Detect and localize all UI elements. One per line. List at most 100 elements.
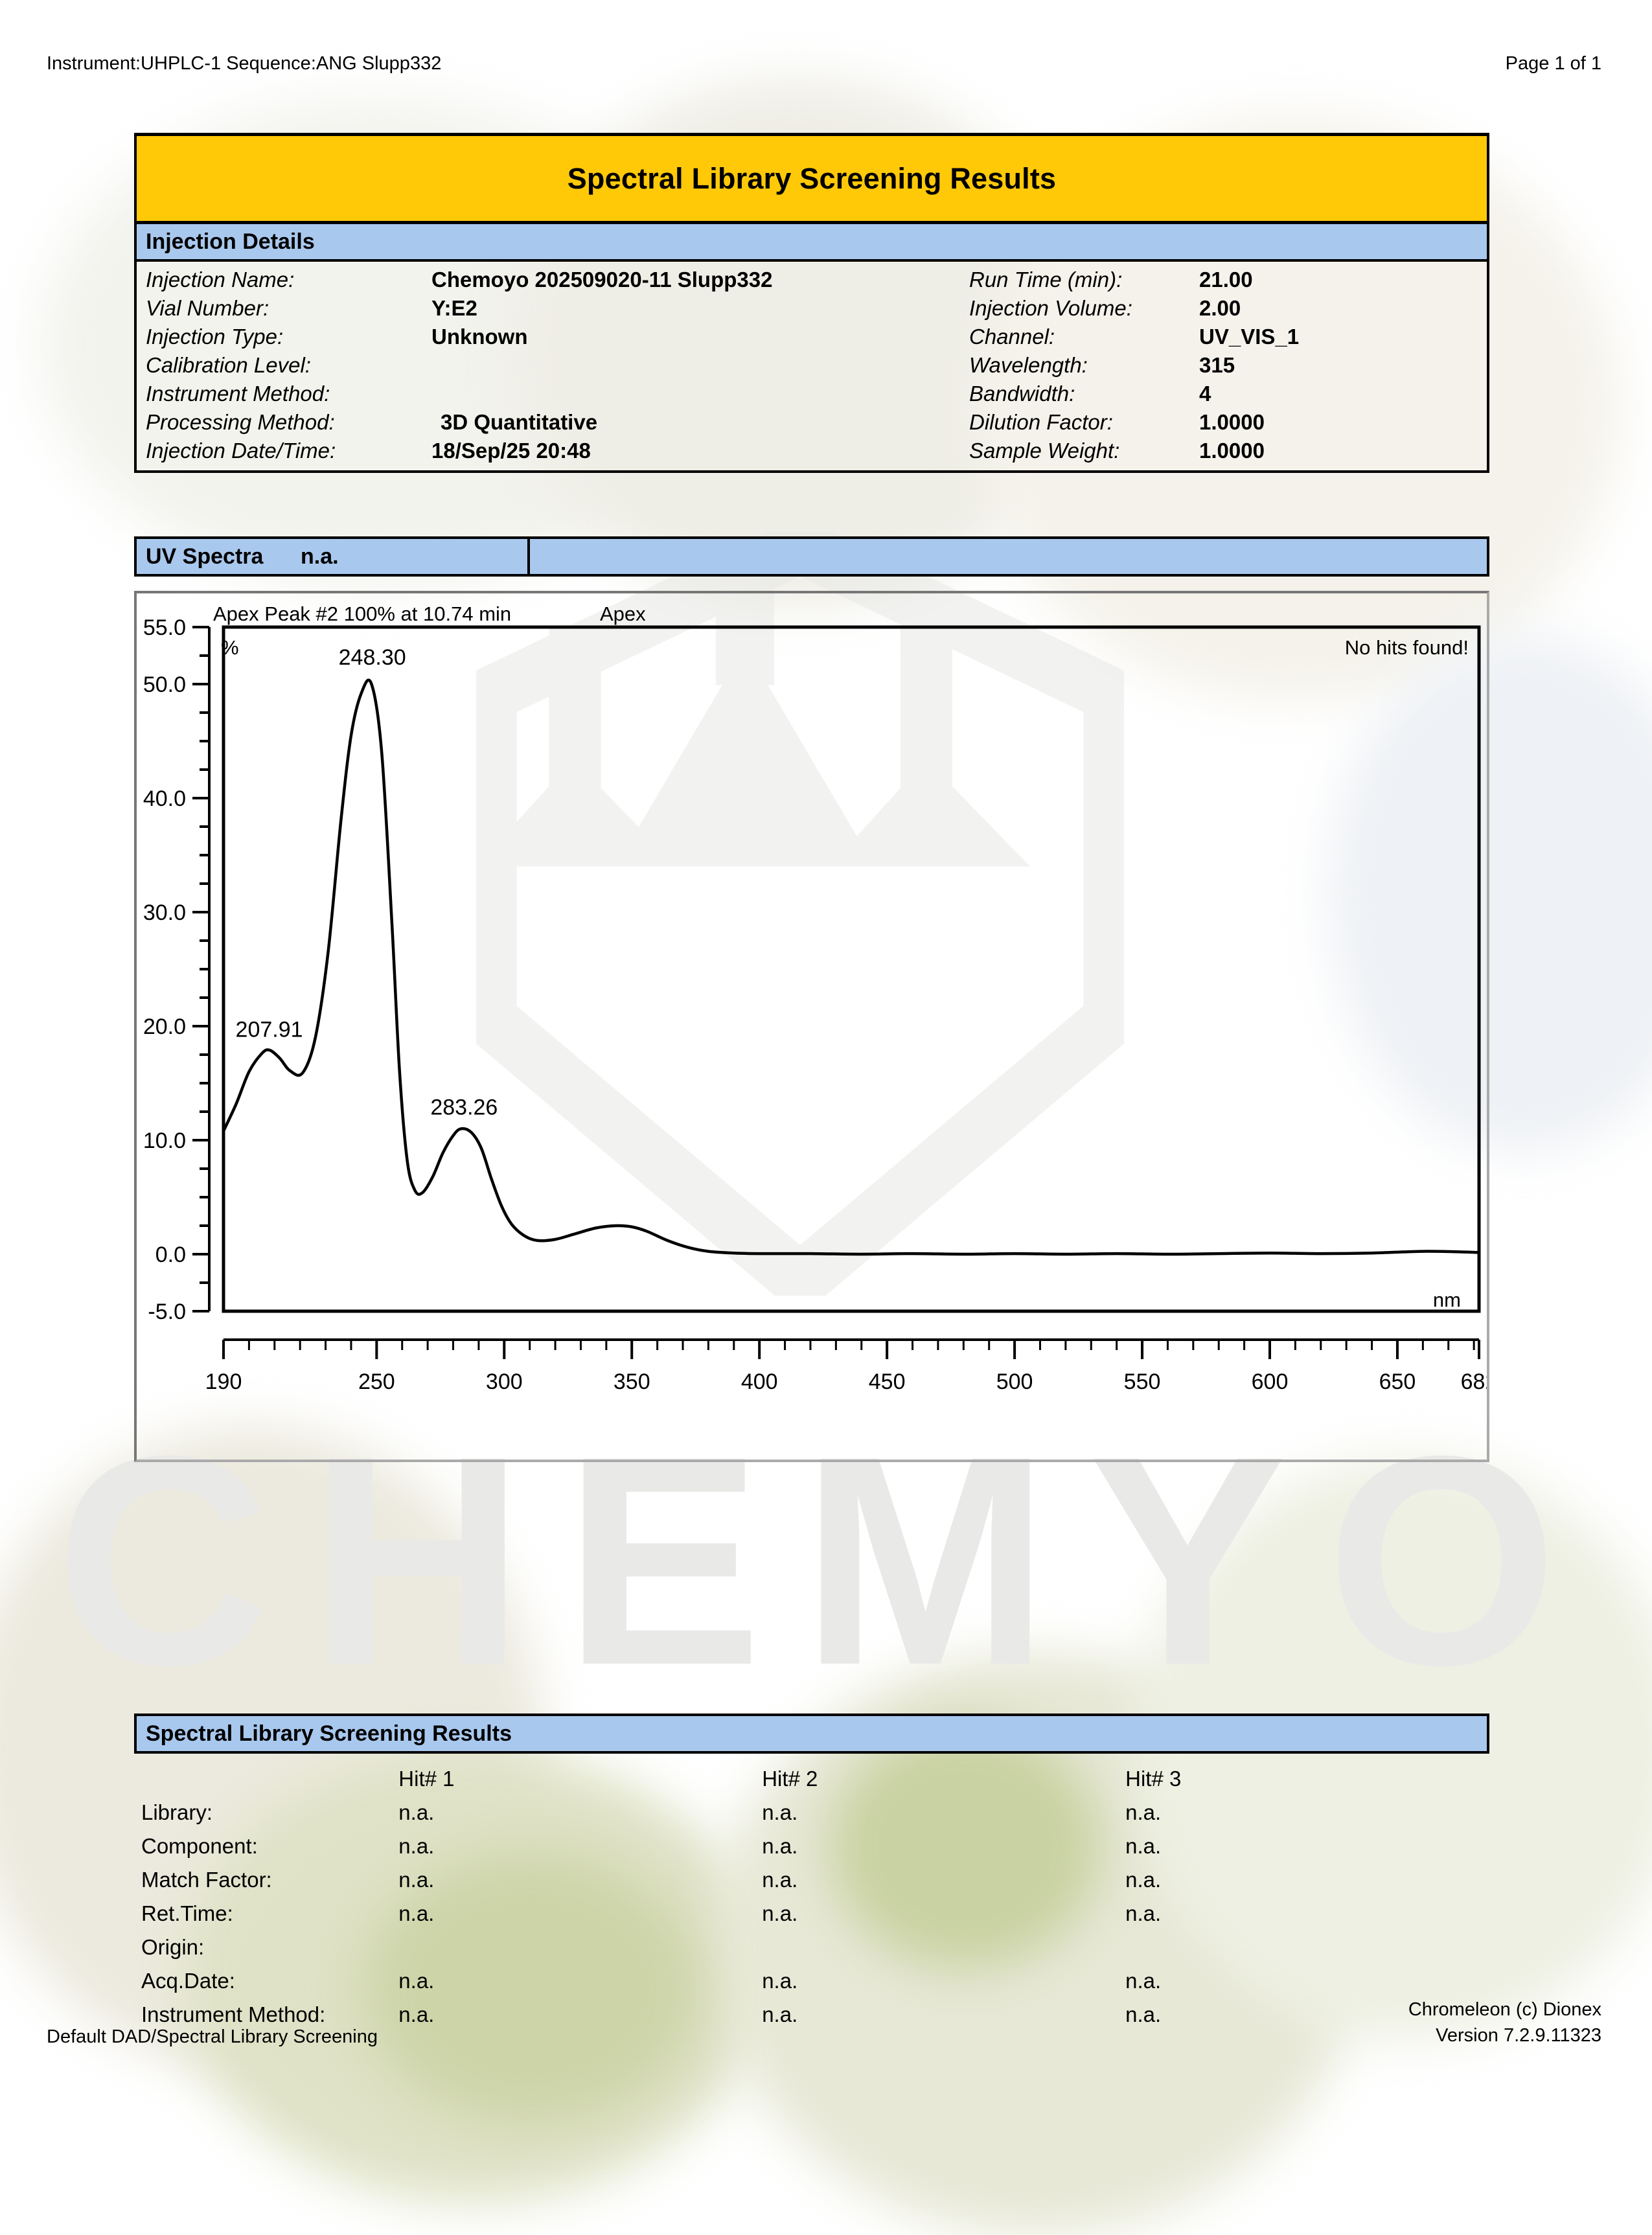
svg-text:55.0: 55.0 <box>143 615 186 640</box>
cell-component-hit3: n.a. <box>1125 1834 1162 1858</box>
table-row: Injection Name: Chemoyo 202509020-11 Slu… <box>137 266 1487 294</box>
svg-text:400: 400 <box>741 1370 778 1394</box>
svg-text:550: 550 <box>1124 1370 1161 1394</box>
svg-text:-5.0: -5.0 <box>148 1300 186 1324</box>
field-value-run-time: 21.00 <box>1199 268 1253 292</box>
field-value-vial-number: Y:E2 <box>431 296 477 320</box>
field-value-dilution-factor: 1.0000 <box>1199 410 1265 434</box>
footer-software-name: Chromeleon (c) Dionex <box>1408 1999 1601 2020</box>
cell-match-factor-hit1: n.a. <box>398 1868 435 1892</box>
field-value-channel: UV_VIS_1 <box>1199 325 1300 349</box>
table-row: Origin: <box>141 1931 1489 1964</box>
table-row: Ret.Time: n.a. n.a. n.a. <box>141 1897 1489 1931</box>
injection-details-label: Injection Details <box>146 229 315 254</box>
column-header-hit-1: Hit# 1 <box>398 1767 455 1791</box>
svg-text:450: 450 <box>869 1370 906 1394</box>
uv-spectrum-chart: 55.0 50.0 40.0 30.0 20.0 10.0 0.0 -5.0 190 250 300… <box>134 591 1498 1462</box>
svg-text:500: 500 <box>996 1370 1033 1394</box>
svg-text:0.0: 0.0 <box>155 1243 186 1267</box>
chart-ylabel-percent: % <box>221 636 239 659</box>
row-label-instrument-method: Instrument Method: <box>141 2002 326 2026</box>
screening-results-label: Spectral Library Screening Results <box>146 1721 512 1746</box>
cell-ret-time-hit1: n.a. <box>398 1901 435 1925</box>
uv-spectra-value: n.a. <box>301 544 339 569</box>
table-row: Acq.Date: n.a. n.a. n.a. <box>141 1964 1489 1998</box>
field-label-wavelength: Wavelength: <box>969 353 1088 377</box>
uv-spectra-label: UV Spectra <box>146 544 264 569</box>
row-label-component: Component: <box>141 1834 258 1858</box>
svg-text:20.0: 20.0 <box>143 1014 186 1039</box>
chart-title-apex-peak: Apex Peak #2 100% at 10.74 min <box>213 602 512 625</box>
field-label-vial-number: Vial Number: <box>146 296 270 320</box>
spectrum-plot-svg: 55.0 50.0 40.0 30.0 20.0 10.0 0.0 -5.0 190 250 300… <box>143 615 1498 1394</box>
row-label-ret-time: Ret.Time: <box>141 1901 233 1925</box>
chart-no-hits-text: No hits found! <box>1344 636 1469 659</box>
svg-text:283.26: 283.26 <box>430 1095 498 1119</box>
table-row: Injection Date/Time: 18/Sep/25 20:48 Sam… <box>137 437 1487 465</box>
svg-text:50.0: 50.0 <box>143 672 186 697</box>
field-value-injection-datetime: 18/Sep/25 20:48 <box>431 439 591 463</box>
field-label-bandwidth: Bandwidth: <box>969 382 1075 406</box>
table-row: Component: n.a. n.a. n.a. <box>141 1829 1489 1863</box>
field-value-bandwidth: 4 <box>1199 382 1211 406</box>
cell-ret-time-hit3: n.a. <box>1125 1901 1162 1925</box>
svg-text:600: 600 <box>1252 1370 1289 1394</box>
table-header-row: Hit# 1 Hit# 2 Hit# 3 <box>141 1762 1489 1796</box>
cell-acq-date-hit3: n.a. <box>1125 1969 1162 1993</box>
table-row: Match Factor: n.a. n.a. n.a. <box>141 1863 1489 1897</box>
svg-text:350: 350 <box>614 1370 650 1394</box>
table-row: Instrument Method: Bandwidth: 4 <box>137 380 1487 408</box>
footer-report-name: Default DAD/Spectral Library Screening <box>47 2026 378 2047</box>
svg-text:650: 650 <box>1379 1370 1416 1394</box>
field-label-calibration-level: Calibration Level: <box>146 353 311 377</box>
row-label-origin: Origin: <box>141 1935 205 1959</box>
table-row: Injection Type: Unknown Channel: UV_VIS_… <box>137 323 1487 351</box>
table-row: Library: n.a. n.a. n.a. <box>141 1796 1489 1829</box>
cell-library-hit3: n.a. <box>1125 1800 1162 1824</box>
table-row: Calibration Level: Wavelength: 315 <box>137 351 1487 380</box>
field-label-sample-weight: Sample Weight: <box>969 439 1120 463</box>
cell-ret-time-hit2: n.a. <box>762 1901 798 1925</box>
field-value-injection-type: Unknown <box>431 325 528 349</box>
field-value-sample-weight: 1.0000 <box>1199 439 1265 463</box>
table-row: Vial Number: Y:E2 Injection Volume: 2.00 <box>137 294 1487 323</box>
svg-text:10.0: 10.0 <box>143 1129 186 1153</box>
cell-instrument-method-hit1: n.a. <box>398 2002 435 2026</box>
field-value-processing-method: 3D Quantitative <box>441 410 598 434</box>
field-label-instrument-method: Instrument Method: <box>146 382 330 406</box>
report-block: Spectral Library Screening Results Injec… <box>134 133 1489 473</box>
svg-text:250: 250 <box>358 1370 395 1394</box>
field-label-injection-type: Injection Type: <box>146 325 284 349</box>
field-label-dilution-factor: Dilution Factor: <box>969 410 1113 434</box>
svg-text:300: 300 <box>486 1370 523 1394</box>
row-label-library: Library: <box>141 1800 213 1824</box>
injection-details-header: Injection Details <box>134 224 1489 262</box>
field-label-injection-name: Injection Name: <box>146 268 295 292</box>
svg-text:30.0: 30.0 <box>143 900 186 925</box>
cell-match-factor-hit2: n.a. <box>762 1868 798 1892</box>
cell-component-hit2: n.a. <box>762 1834 798 1858</box>
screening-results-header: Spectral Library Screening Results <box>134 1714 1489 1754</box>
cell-instrument-method-hit2: n.a. <box>762 2002 798 2026</box>
field-label-run-time: Run Time (min): <box>969 268 1123 292</box>
cell-library-hit2: n.a. <box>762 1800 798 1824</box>
row-label-acq-date: Acq.Date: <box>141 1969 235 1993</box>
chart-xlabel-nm: nm <box>1432 1289 1461 1311</box>
svg-text:190: 190 <box>205 1370 242 1394</box>
field-value-injection-name: Chemoyo 202509020-11 Slupp332 <box>431 268 773 292</box>
chart-annotation-apex: Apex <box>600 602 646 625</box>
column-header-hit-2: Hit# 2 <box>762 1767 818 1791</box>
svg-text:207.91: 207.91 <box>236 1018 303 1042</box>
svg-text:248.30: 248.30 <box>339 645 406 670</box>
cell-library-hit1: n.a. <box>398 1800 435 1824</box>
field-label-processing-method: Processing Method: <box>146 410 335 434</box>
cell-component-hit1: n.a. <box>398 1834 435 1858</box>
field-label-channel: Channel: <box>969 325 1055 349</box>
svg-text:682: 682 <box>1461 1370 1487 1394</box>
column-header-hit-3: Hit# 3 <box>1125 1767 1182 1791</box>
screening-results-table: Hit# 1 Hit# 2 Hit# 3 Library: n.a. n.a. … <box>141 1762 1489 2032</box>
field-label-injection-datetime: Injection Date/Time: <box>146 439 336 463</box>
page-header-page-number: Page 1 of 1 <box>1505 53 1601 74</box>
uv-spectra-header: UV Spectra n.a. <box>134 536 1489 577</box>
field-label-injection-volume: Injection Volume: <box>969 296 1132 320</box>
